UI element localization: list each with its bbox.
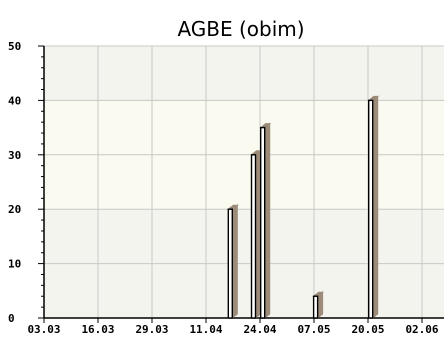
x-tick-label: 11.04 (189, 323, 222, 336)
bar-front (369, 100, 373, 318)
x-tick-label: 29.03 (135, 323, 168, 336)
x-tick-label: 02.06 (405, 323, 438, 336)
x-tick-label: 07.05 (297, 323, 330, 336)
bar-front (228, 209, 232, 318)
x-tick-label: 20.05 (351, 323, 384, 336)
chart-title: AGBE (obim) (177, 17, 304, 41)
bar (261, 124, 270, 318)
bar (314, 292, 323, 318)
bar-front (252, 155, 256, 318)
plot-area: 0 10 20 30 40 50 03.03 16.03 29.03 11.04 24.04 07.0… (8, 40, 444, 336)
bar-side (265, 124, 270, 318)
y-tick-label: 0 (8, 312, 15, 325)
y-tick-label: 10 (8, 258, 21, 271)
bar-side (373, 96, 378, 318)
x-tick-label: 24.04 (243, 323, 276, 336)
bar-side (232, 205, 237, 318)
y-tick-label: 30 (8, 149, 21, 162)
bar-side (256, 151, 261, 318)
y-tick-label: 50 (8, 40, 21, 53)
bar-front (314, 296, 318, 318)
y-tick-label: 40 (8, 94, 21, 107)
y-tick-label: 20 (8, 203, 21, 216)
bar (252, 151, 261, 318)
x-tick-label: 16.03 (81, 323, 114, 336)
x-tick-label: 03.03 (27, 323, 60, 336)
bar (369, 96, 378, 318)
bar-front (261, 128, 265, 318)
bar (228, 205, 237, 318)
